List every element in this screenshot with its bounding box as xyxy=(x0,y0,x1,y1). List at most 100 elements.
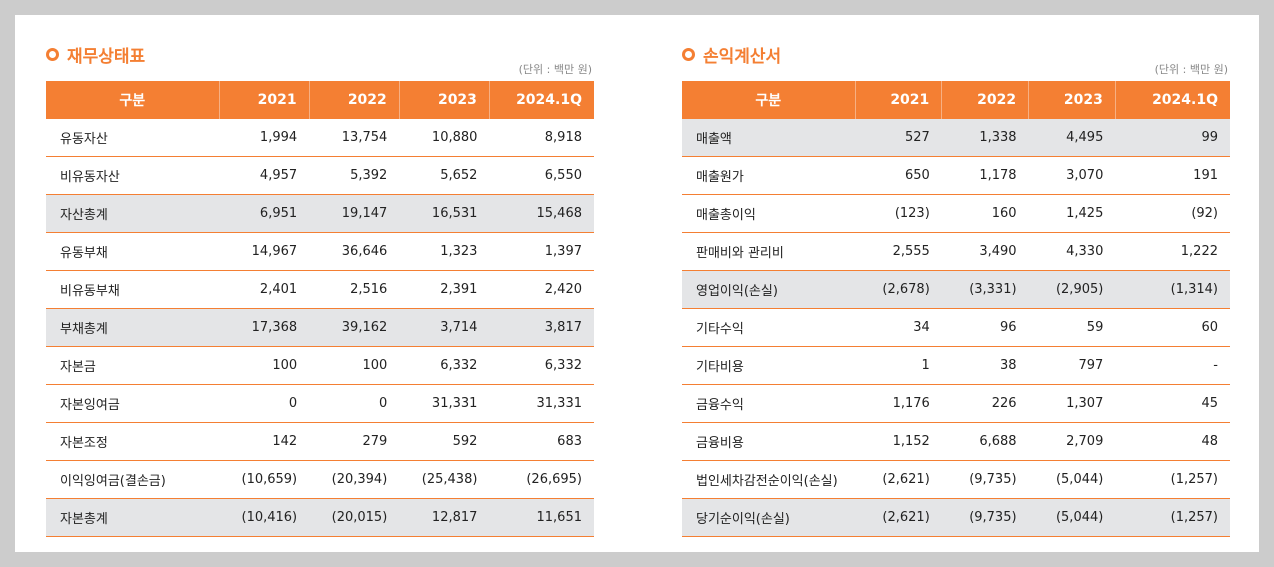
cell-value: (123) xyxy=(855,194,942,233)
column-header: 2023 xyxy=(1028,81,1116,119)
table-row: 자본조정 142 279 592 683 xyxy=(46,422,594,461)
cell-value: (1,257) xyxy=(1115,498,1230,537)
cell-value: 1,338 xyxy=(941,119,1029,157)
row-label: 유동부채 xyxy=(46,232,219,271)
row-label: 부채총계 xyxy=(46,308,219,347)
cell-value: 4,957 xyxy=(219,156,310,195)
cell-value: 2,401 xyxy=(219,270,310,309)
cell-value: 0 xyxy=(219,384,310,423)
cell-value: 1,994 xyxy=(219,119,310,157)
cell-value: 3,817 xyxy=(489,308,594,347)
cell-value: 1 xyxy=(855,346,942,385)
cell-value: 0 xyxy=(309,384,400,423)
cell-value: (2,621) xyxy=(855,460,942,499)
cell-value: (5,044) xyxy=(1028,498,1116,537)
cell-value: 39,162 xyxy=(309,308,400,347)
table-row: 부채총계 17,368 39,162 3,714 3,817 xyxy=(46,308,594,347)
cell-value: 6,688 xyxy=(941,422,1029,461)
cell-value: 60 xyxy=(1115,308,1230,347)
table-row: 금융비용 1,152 6,688 2,709 48 xyxy=(682,422,1230,461)
cell-value: 34 xyxy=(855,308,942,347)
row-label: 기타수익 xyxy=(682,308,855,347)
unit-label: (단위 : 백만 원) xyxy=(518,63,592,76)
cell-value: 6,332 xyxy=(399,346,490,385)
income-statement-table: 구분 2021 2022 2023 2024.1Q 매출액 527 1,338 4,495 99 매… xyxy=(682,81,1230,537)
cell-value: 8,918 xyxy=(489,119,594,157)
financial-panel: 재무상태표 (단위 : 백만 원) 구분 2021 2022 2023 2024.1Q 유… xyxy=(15,15,1259,552)
cell-value: 19,147 xyxy=(309,194,400,233)
cell-value: 1,152 xyxy=(855,422,942,461)
column-header: 2022 xyxy=(308,81,400,119)
row-label: 자본총계 xyxy=(46,498,219,537)
cell-value: (1,314) xyxy=(1115,270,1230,309)
cell-value: (20,015) xyxy=(309,498,400,537)
cell-value: 99 xyxy=(1115,119,1230,157)
table-row: 비유동부채 2,401 2,516 2,391 2,420 xyxy=(46,270,594,309)
cell-value: 17,368 xyxy=(219,308,310,347)
row-label: 이익잉여금(결손금) xyxy=(46,460,219,499)
cell-value: 142 xyxy=(219,422,310,461)
cell-value: 2,516 xyxy=(309,270,400,309)
column-header: 2024.1Q xyxy=(1114,81,1230,119)
cell-value: 592 xyxy=(399,422,490,461)
row-label: 영업이익(손실) xyxy=(682,270,855,309)
header-row: 구분 2021 2022 2023 2024.1Q xyxy=(46,81,594,119)
column-header: 구분 xyxy=(682,81,855,119)
cell-value: 226 xyxy=(941,384,1029,423)
cell-value: (10,416) xyxy=(219,498,310,537)
cell-value: 11,651 xyxy=(489,498,594,537)
cell-value: 2,391 xyxy=(399,270,490,309)
cell-value: 683 xyxy=(489,422,594,461)
table-row: 매출총이익 (123) 160 1,425 (92) xyxy=(682,194,1230,233)
cell-value: 1,222 xyxy=(1115,232,1230,271)
cell-value: 96 xyxy=(941,308,1029,347)
row-label: 자본잉여금 xyxy=(46,384,219,423)
cell-value: 797 xyxy=(1028,346,1116,385)
cell-value: (25,438) xyxy=(399,460,490,499)
cell-value: 6,332 xyxy=(489,346,594,385)
cell-value: (1,257) xyxy=(1115,460,1230,499)
cell-value: 14,967 xyxy=(219,232,310,271)
cell-value: 279 xyxy=(309,422,400,461)
cell-value: 36,646 xyxy=(309,232,400,271)
table-row: 매출액 527 1,338 4,495 99 xyxy=(682,119,1230,157)
table-row: 이익잉여금(결손금) (10,659) (20,394) (25,438) (26,69… xyxy=(46,460,594,499)
table-row: 자본잉여금 0 0 31,331 31,331 xyxy=(46,384,594,423)
cell-value: (9,735) xyxy=(941,460,1029,499)
cell-value: (92) xyxy=(1115,194,1230,233)
row-label: 매출액 xyxy=(682,119,855,157)
cell-value: 10,880 xyxy=(399,119,490,157)
cell-value: 45 xyxy=(1115,384,1230,423)
cell-value: 1,323 xyxy=(399,232,490,271)
cell-value: 3,714 xyxy=(399,308,490,347)
cell-value: 650 xyxy=(855,156,942,195)
row-label: 유동자산 xyxy=(46,119,219,157)
column-header: 구분 xyxy=(46,81,219,119)
cell-value: 15,468 xyxy=(489,194,594,233)
cell-value: 12,817 xyxy=(399,498,490,537)
cell-value: 59 xyxy=(1028,308,1116,347)
unit-label: (단위 : 백만 원) xyxy=(1154,63,1228,76)
cell-value: 4,330 xyxy=(1028,232,1116,271)
section-title: 손익계산서 xyxy=(682,42,781,67)
table-row: 비유동자산 4,957 5,392 5,652 6,550 xyxy=(46,156,594,195)
column-header: 2023 xyxy=(398,81,490,119)
balance-sheet-table: 구분 2021 2022 2023 2024.1Q 유동자산 1,994 13,754 10,8… xyxy=(46,81,594,537)
cell-value: 3,070 xyxy=(1028,156,1116,195)
cell-value: 2,555 xyxy=(855,232,942,271)
cell-value: 527 xyxy=(855,119,942,157)
cell-value: 31,331 xyxy=(489,384,594,423)
row-label: 매출원가 xyxy=(682,156,855,195)
cell-value: 100 xyxy=(309,346,400,385)
table-row: 금융수익 1,176 226 1,307 45 xyxy=(682,384,1230,423)
cell-value: (10,659) xyxy=(219,460,310,499)
row-label: 금융수익 xyxy=(682,384,855,423)
cell-value: 48 xyxy=(1115,422,1230,461)
column-header: 2021 xyxy=(218,81,310,119)
cell-value: 13,754 xyxy=(309,119,400,157)
table-row: 자산총계 6,951 19,147 16,531 15,468 xyxy=(46,194,594,233)
cell-value: (2,621) xyxy=(855,498,942,537)
column-header: 2024.1Q xyxy=(488,81,594,119)
cell-value: 6,550 xyxy=(489,156,594,195)
table-row: 기타비용 1 38 797- xyxy=(682,346,1230,385)
